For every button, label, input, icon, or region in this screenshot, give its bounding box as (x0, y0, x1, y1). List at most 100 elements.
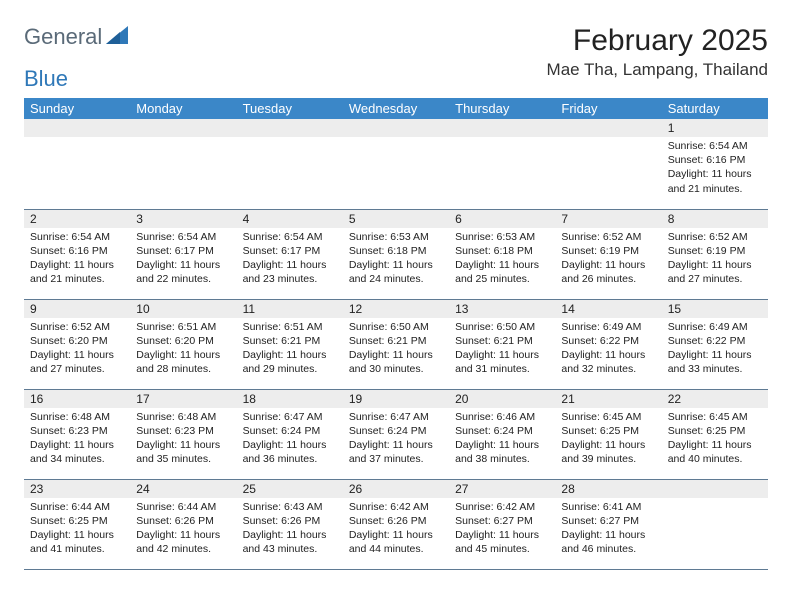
calendar-day: 9Sunrise: 6:52 AMSunset: 6:20 PMDaylight… (24, 299, 130, 389)
day-info: Sunrise: 6:52 AMSunset: 6:20 PMDaylight:… (24, 318, 130, 381)
day-number: 21 (555, 390, 661, 408)
day-info: Sunrise: 6:48 AMSunset: 6:23 PMDaylight:… (24, 408, 130, 471)
calendar-day: 4Sunrise: 6:54 AMSunset: 6:17 PMDaylight… (237, 209, 343, 299)
day-number: 8 (662, 210, 768, 228)
day-info: Sunrise: 6:45 AMSunset: 6:25 PMDaylight:… (555, 408, 661, 471)
day-number: 9 (24, 300, 130, 318)
day-info: Sunrise: 6:42 AMSunset: 6:27 PMDaylight:… (449, 498, 555, 561)
day-info: Sunrise: 6:52 AMSunset: 6:19 PMDaylight:… (662, 228, 768, 291)
logo-word2: Blue (24, 66, 68, 92)
day-info: Sunrise: 6:46 AMSunset: 6:24 PMDaylight:… (449, 408, 555, 471)
day-number: 14 (555, 300, 661, 318)
calendar-day: 14Sunrise: 6:49 AMSunset: 6:22 PMDayligh… (555, 299, 661, 389)
calendar-day: 26Sunrise: 6:42 AMSunset: 6:26 PMDayligh… (343, 479, 449, 569)
calendar-day-empty (449, 119, 555, 209)
day-info: Sunrise: 6:51 AMSunset: 6:20 PMDaylight:… (130, 318, 236, 381)
calendar-day: 12Sunrise: 6:50 AMSunset: 6:21 PMDayligh… (343, 299, 449, 389)
calendar-day: 10Sunrise: 6:51 AMSunset: 6:20 PMDayligh… (130, 299, 236, 389)
day-number (237, 119, 343, 137)
calendar-week: 16Sunrise: 6:48 AMSunset: 6:23 PMDayligh… (24, 389, 768, 479)
day-number (555, 119, 661, 137)
calendar-day: 17Sunrise: 6:48 AMSunset: 6:23 PMDayligh… (130, 389, 236, 479)
day-info: Sunrise: 6:43 AMSunset: 6:26 PMDaylight:… (237, 498, 343, 561)
day-info: Sunrise: 6:47 AMSunset: 6:24 PMDaylight:… (343, 408, 449, 471)
day-info: Sunrise: 6:48 AMSunset: 6:23 PMDaylight:… (130, 408, 236, 471)
day-number: 7 (555, 210, 661, 228)
title-block: February 2025 Mae Tha, Lampang, Thailand (547, 24, 768, 80)
calendar-day: 6Sunrise: 6:53 AMSunset: 6:18 PMDaylight… (449, 209, 555, 299)
logo-sail-icon (106, 24, 128, 50)
day-number: 16 (24, 390, 130, 408)
day-info: Sunrise: 6:49 AMSunset: 6:22 PMDaylight:… (662, 318, 768, 381)
day-number: 15 (662, 300, 768, 318)
weekday-header: Tuesday (237, 98, 343, 119)
day-number: 28 (555, 480, 661, 498)
day-info: Sunrise: 6:51 AMSunset: 6:21 PMDaylight:… (237, 318, 343, 381)
day-number: 17 (130, 390, 236, 408)
calendar-day-empty (662, 479, 768, 569)
day-info: Sunrise: 6:52 AMSunset: 6:19 PMDaylight:… (555, 228, 661, 291)
calendar-day: 3Sunrise: 6:54 AMSunset: 6:17 PMDaylight… (130, 209, 236, 299)
day-info: Sunrise: 6:47 AMSunset: 6:24 PMDaylight:… (237, 408, 343, 471)
day-info: Sunrise: 6:45 AMSunset: 6:25 PMDaylight:… (662, 408, 768, 471)
day-number: 22 (662, 390, 768, 408)
calendar-day-empty (555, 119, 661, 209)
day-number: 24 (130, 480, 236, 498)
day-info: Sunrise: 6:41 AMSunset: 6:27 PMDaylight:… (555, 498, 661, 561)
day-info: Sunrise: 6:50 AMSunset: 6:21 PMDaylight:… (343, 318, 449, 381)
calendar-day: 16Sunrise: 6:48 AMSunset: 6:23 PMDayligh… (24, 389, 130, 479)
calendar-day: 28Sunrise: 6:41 AMSunset: 6:27 PMDayligh… (555, 479, 661, 569)
calendar-day: 22Sunrise: 6:45 AMSunset: 6:25 PMDayligh… (662, 389, 768, 479)
month-title: February 2025 (547, 24, 768, 58)
calendar-day: 19Sunrise: 6:47 AMSunset: 6:24 PMDayligh… (343, 389, 449, 479)
day-number: 27 (449, 480, 555, 498)
day-number: 19 (343, 390, 449, 408)
day-info: Sunrise: 6:42 AMSunset: 6:26 PMDaylight:… (343, 498, 449, 561)
calendar-day: 18Sunrise: 6:47 AMSunset: 6:24 PMDayligh… (237, 389, 343, 479)
calendar-table: SundayMondayTuesdayWednesdayThursdayFrid… (24, 98, 768, 570)
day-number (662, 480, 768, 498)
calendar-day: 11Sunrise: 6:51 AMSunset: 6:21 PMDayligh… (237, 299, 343, 389)
calendar-week: 23Sunrise: 6:44 AMSunset: 6:25 PMDayligh… (24, 479, 768, 569)
calendar-day: 21Sunrise: 6:45 AMSunset: 6:25 PMDayligh… (555, 389, 661, 479)
day-info: Sunrise: 6:53 AMSunset: 6:18 PMDaylight:… (343, 228, 449, 291)
day-number: 2 (24, 210, 130, 228)
weekday-header: Saturday (662, 98, 768, 119)
calendar-day: 27Sunrise: 6:42 AMSunset: 6:27 PMDayligh… (449, 479, 555, 569)
weekday-row: SundayMondayTuesdayWednesdayThursdayFrid… (24, 98, 768, 119)
calendar-day: 23Sunrise: 6:44 AMSunset: 6:25 PMDayligh… (24, 479, 130, 569)
day-number: 3 (130, 210, 236, 228)
day-number: 18 (237, 390, 343, 408)
calendar-day: 5Sunrise: 6:53 AMSunset: 6:18 PMDaylight… (343, 209, 449, 299)
calendar-day: 20Sunrise: 6:46 AMSunset: 6:24 PMDayligh… (449, 389, 555, 479)
calendar-page: General February 2025 Mae Tha, Lampang, … (0, 0, 792, 570)
day-number: 13 (449, 300, 555, 318)
day-info: Sunrise: 6:54 AMSunset: 6:17 PMDaylight:… (237, 228, 343, 291)
day-number: 26 (343, 480, 449, 498)
calendar-week: 9Sunrise: 6:52 AMSunset: 6:20 PMDaylight… (24, 299, 768, 389)
weekday-header: Friday (555, 98, 661, 119)
calendar-day-empty (237, 119, 343, 209)
calendar-day: 15Sunrise: 6:49 AMSunset: 6:22 PMDayligh… (662, 299, 768, 389)
calendar-head: SundayMondayTuesdayWednesdayThursdayFrid… (24, 98, 768, 119)
day-number: 1 (662, 119, 768, 137)
day-number (343, 119, 449, 137)
calendar-day-empty (24, 119, 130, 209)
weekday-header: Monday (130, 98, 236, 119)
day-number: 5 (343, 210, 449, 228)
calendar-day: 8Sunrise: 6:52 AMSunset: 6:19 PMDaylight… (662, 209, 768, 299)
day-info: Sunrise: 6:53 AMSunset: 6:18 PMDaylight:… (449, 228, 555, 291)
day-number: 10 (130, 300, 236, 318)
day-number: 20 (449, 390, 555, 408)
calendar-day: 7Sunrise: 6:52 AMSunset: 6:19 PMDaylight… (555, 209, 661, 299)
logo: General (24, 24, 128, 50)
day-number: 23 (24, 480, 130, 498)
day-number: 6 (449, 210, 555, 228)
day-info: Sunrise: 6:54 AMSunset: 6:17 PMDaylight:… (130, 228, 236, 291)
day-info: Sunrise: 6:54 AMSunset: 6:16 PMDaylight:… (24, 228, 130, 291)
day-info: Sunrise: 6:50 AMSunset: 6:21 PMDaylight:… (449, 318, 555, 381)
calendar-day: 25Sunrise: 6:43 AMSunset: 6:26 PMDayligh… (237, 479, 343, 569)
calendar-day: 2Sunrise: 6:54 AMSunset: 6:16 PMDaylight… (24, 209, 130, 299)
calendar-day: 13Sunrise: 6:50 AMSunset: 6:21 PMDayligh… (449, 299, 555, 389)
day-number (24, 119, 130, 137)
